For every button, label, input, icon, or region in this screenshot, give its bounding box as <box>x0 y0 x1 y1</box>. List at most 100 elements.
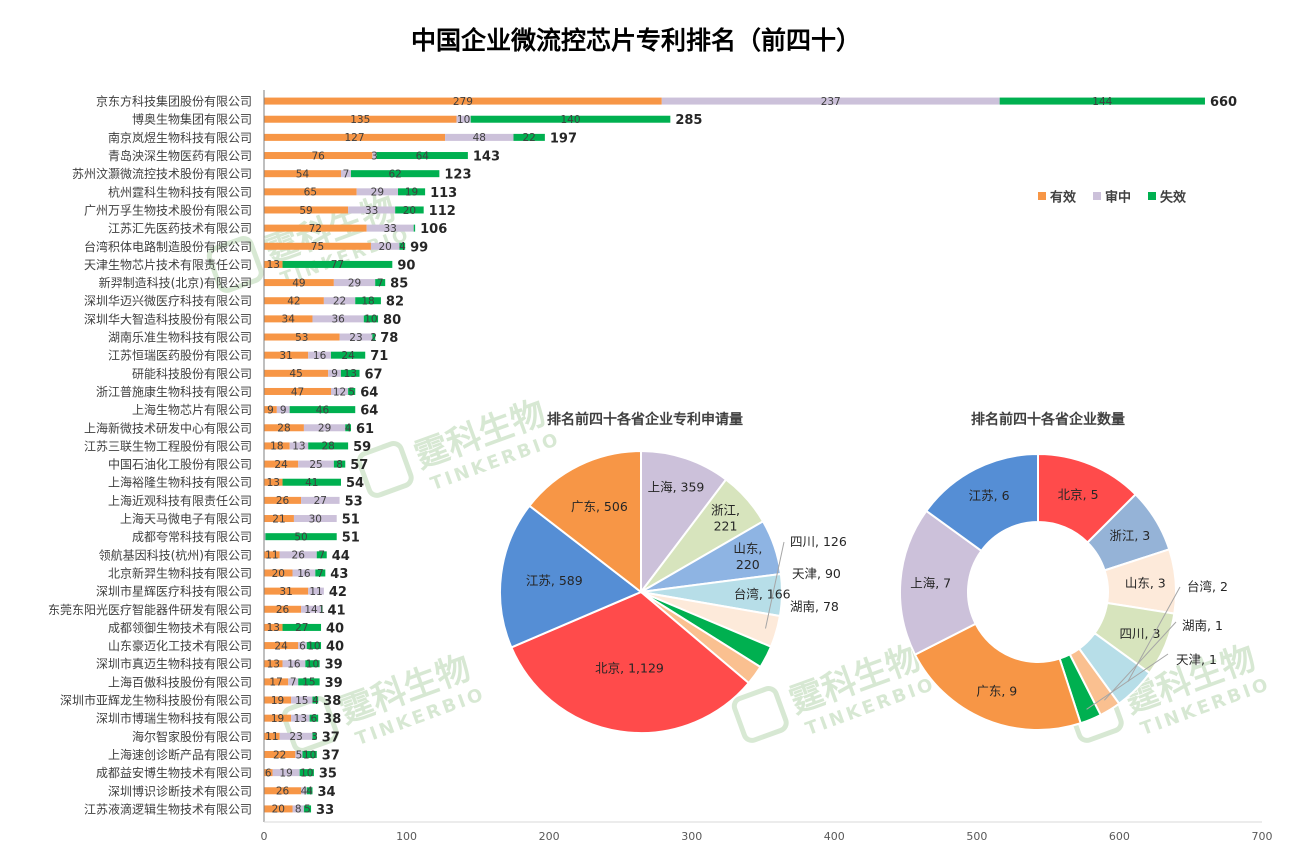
bar-segment-失效 <box>321 605 323 613</box>
slice-data-label: 四川, 3 <box>1120 626 1161 641</box>
legend-swatch-失效 <box>1148 192 1156 200</box>
segment-data-label: 24 <box>341 350 355 362</box>
bar-segment-失效 <box>316 551 327 559</box>
total-data-label: 34 <box>317 785 335 800</box>
bar-segment-失效 <box>331 351 366 359</box>
segment-data-label: 26 <box>276 604 290 616</box>
segment-data-label: 12 <box>333 386 346 398</box>
segment-data-label: 127 <box>345 132 365 144</box>
segment-data-label: 4 <box>345 423 352 435</box>
total-data-label: 40 <box>326 621 344 636</box>
bar-segment-有效 <box>264 424 304 432</box>
bar-segment-有效 <box>264 805 293 813</box>
segment-data-label: 26 <box>292 550 306 562</box>
segment-data-label: 24 <box>274 640 288 652</box>
bar-segment-有效 <box>264 569 293 577</box>
segment-data-label: 10 <box>306 659 319 671</box>
bar-segment-有效 <box>264 787 302 795</box>
segment-data-label: 33 <box>365 205 378 217</box>
slice-data-label: 江苏, 589 <box>526 573 583 588</box>
segment-data-label: 10 <box>300 767 313 779</box>
bar-segment-有效 <box>264 297 324 305</box>
bar-segment-有效 <box>264 442 290 450</box>
segment-data-label: 25 <box>309 459 322 471</box>
pie-slice <box>528 449 642 595</box>
x-tick-label: 500 <box>966 830 987 843</box>
slice-data-label: 湖南, 78 <box>790 599 839 614</box>
segment-data-label: 8 <box>295 804 302 816</box>
segment-data-label: 13 <box>294 713 307 725</box>
category-label: 中国石油化工股份有限公司 <box>108 457 252 472</box>
segment-data-label: 7 <box>317 568 324 580</box>
total-data-label: 44 <box>332 549 350 564</box>
bar-segment-失效 <box>282 478 341 486</box>
pie-slice <box>640 449 728 595</box>
slice-data-label: 湖南, 1 <box>1182 618 1223 633</box>
total-data-label: 197 <box>550 131 577 146</box>
bar-segment-审中 <box>293 515 337 523</box>
category-label: 上海百傲科技股份有限公司 <box>108 674 252 689</box>
bar-segment-审中 <box>279 551 317 559</box>
pie-slice <box>924 452 1039 553</box>
segment-data-label: 26 <box>276 786 290 798</box>
segment-data-label: 13 <box>267 477 280 489</box>
bar-segment-审中 <box>295 750 303 758</box>
slice-data-label: 上海, 359 <box>648 480 705 495</box>
bar-segment-审中 <box>323 297 356 305</box>
bar-segment-失效 <box>299 769 314 777</box>
category-label: 南京岚煜生物科技有限公司 <box>108 130 252 145</box>
bar-segment-审中 <box>289 442 309 450</box>
category-label: 湖南乐准生物科技有限公司 <box>108 330 252 345</box>
total-data-label: 41 <box>327 603 345 618</box>
segment-data-label: 34 <box>282 314 296 326</box>
total-data-label: 285 <box>675 113 702 128</box>
x-tick-label: 100 <box>396 830 417 843</box>
total-data-label: 660 <box>1210 95 1237 110</box>
total-data-label: 123 <box>444 168 471 183</box>
bar-segment-失效 <box>398 188 426 196</box>
segment-data-label: 20 <box>272 804 285 816</box>
segment-data-label: 13 <box>267 622 280 634</box>
segment-data-label: 22 <box>273 749 286 761</box>
bar-segment-有效 <box>264 406 277 414</box>
segment-data-label: 9 <box>331 368 338 380</box>
category-label: 深圳市博瑞生物科技有限公司 <box>96 711 252 726</box>
total-data-label: 38 <box>323 694 341 709</box>
segment-data-label: 2 <box>370 332 377 344</box>
segment-data-label: 54 <box>296 168 310 180</box>
total-data-label: 37 <box>322 730 340 745</box>
bar-segment-审中 <box>308 351 332 359</box>
segment-data-label: 65 <box>304 187 317 199</box>
slice-leader-line <box>765 541 785 629</box>
category-label: 深圳博识诊断技术有限公司 <box>108 783 252 798</box>
bar-segment-审中 <box>340 170 351 178</box>
segment-data-label: 16 <box>297 568 311 580</box>
category-label: 苏州汶灏微流控技术股份有限公司 <box>72 166 252 181</box>
x-tick-label: 300 <box>681 830 702 843</box>
segment-data-label: 11 <box>265 731 278 743</box>
total-data-label: 143 <box>473 150 500 165</box>
total-data-label: 106 <box>420 222 447 237</box>
bar-segment-失效 <box>306 642 322 650</box>
bar-segment-审中 <box>370 242 400 250</box>
segment-data-label: 47 <box>291 386 304 398</box>
segment-data-label: 41 <box>305 477 318 489</box>
category-label: 青岛泱深生物医药有限公司 <box>108 148 252 163</box>
bar-segment-有效 <box>264 605 302 613</box>
category-label: 台湾积体电路制造股份有限公司 <box>84 239 252 254</box>
bar-segment-失效 <box>302 750 317 758</box>
bar-segment-失效 <box>305 660 320 668</box>
total-data-label: 38 <box>323 712 341 727</box>
segment-data-label: 19 <box>271 713 284 725</box>
bar-segment-审中 <box>301 787 307 795</box>
slice-data-label: 台湾, 166 <box>734 587 791 602</box>
slice-leader-line <box>1103 621 1177 701</box>
segment-data-label: 50 <box>294 531 307 543</box>
total-data-label: 39 <box>325 676 343 691</box>
bar-segment-审中 <box>661 97 1000 105</box>
segment-data-label: 10 <box>364 314 377 326</box>
bar-segment-失效 <box>355 297 381 305</box>
